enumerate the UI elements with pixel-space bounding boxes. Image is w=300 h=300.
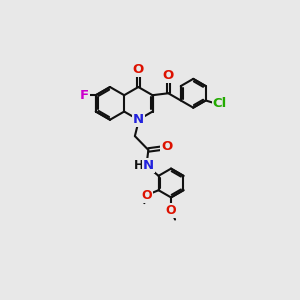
Text: O: O bbox=[133, 63, 144, 76]
Text: N: N bbox=[143, 159, 154, 172]
Text: H: H bbox=[134, 159, 144, 172]
Text: Cl: Cl bbox=[213, 97, 227, 110]
Text: O: O bbox=[163, 69, 174, 82]
Text: O: O bbox=[161, 140, 172, 153]
Text: N: N bbox=[133, 113, 144, 126]
Text: O: O bbox=[166, 204, 176, 218]
Text: O: O bbox=[142, 189, 152, 202]
Text: F: F bbox=[80, 89, 89, 102]
